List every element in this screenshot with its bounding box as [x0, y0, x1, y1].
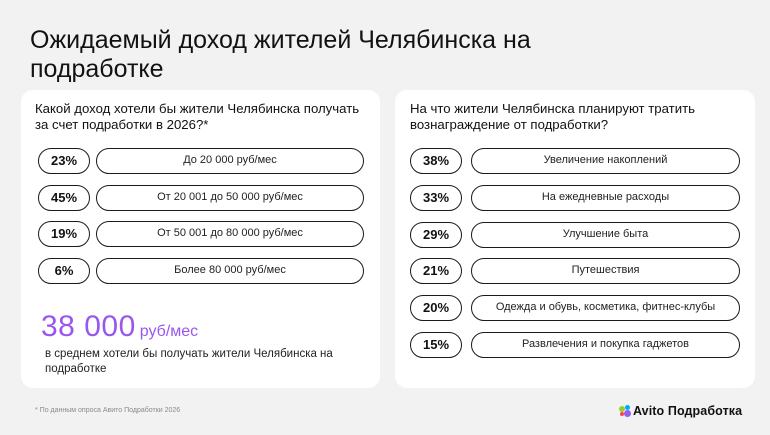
percent-value: 45%	[38, 184, 90, 211]
category-label: Увеличение накоплений	[471, 148, 740, 174]
average-income-caption: в среднем хотели бы получать жители Челя…	[45, 348, 333, 375]
income-card: Какой доход хотели бы жители Челябинска …	[21, 90, 380, 388]
category-label: Одежда и обувь, косметика, фитнес-клубы	[471, 295, 740, 322]
table-row: 20% Одежда и обувь, косметика, фитнес-клу…	[410, 295, 740, 322]
spending-card: На что жители Челябинска планируют трати…	[395, 90, 755, 388]
average-income-unit: руб/мес	[139, 323, 199, 340]
table-row: 15% Развлечения и покупка гаджетов	[410, 332, 740, 358]
avito-logo-icon	[619, 405, 631, 417]
category-label: Улучшение быта	[471, 221, 740, 248]
percent-value: 33%	[410, 184, 462, 211]
percent-value: 29%	[410, 221, 462, 248]
table-row: 45% От 20 001 до 50 000 руб/мес	[38, 184, 364, 211]
category-label: До 20 000 руб/мес	[96, 148, 364, 174]
percent-value: 6%	[38, 258, 90, 285]
category-label: На ежедневные расходы	[471, 184, 740, 211]
percent-value: 20%	[410, 295, 462, 322]
category-label: Путешествия	[471, 258, 740, 285]
table-row: 38% Увеличение накоплений	[410, 148, 740, 174]
percent-value: 21%	[410, 258, 462, 285]
percent-value: 23%	[38, 148, 90, 174]
percent-value: 15%	[410, 332, 462, 358]
percent-value: 38%	[410, 148, 462, 174]
average-income: 38 000 руб/мес	[41, 310, 198, 344]
category-label: От 20 001 до 50 000 руб/мес	[96, 184, 364, 211]
category-label: Развлечения и покупка гаджетов	[471, 332, 740, 358]
category-label: От 50 001 до 80 000 руб/мес	[96, 221, 364, 248]
table-row: 21% Путешествия	[410, 258, 740, 285]
income-question: Какой доход хотели бы жители Челябинска …	[35, 101, 360, 132]
table-row: 29% Улучшение быта	[410, 221, 740, 248]
average-income-value: 38 000	[41, 310, 136, 343]
table-row: 19% От 50 001 до 80 000 руб/мес	[38, 221, 364, 248]
table-row: 6% Более 80 000 руб/мес	[38, 258, 364, 285]
brand-logo: Avito Подработка	[619, 403, 742, 419]
footnote: * По данным опроса Авито Подработки 2026	[35, 407, 181, 414]
spending-question: На что жители Челябинска планируют трати…	[410, 101, 695, 132]
percent-value: 19%	[38, 221, 90, 248]
page-title: Ожидаемый доход жителей Челябинска на по…	[30, 26, 531, 83]
category-label: Более 80 000 руб/мес	[96, 258, 364, 285]
table-row: 33% На ежедневные расходы	[410, 184, 740, 211]
brand-name: Avito Подработка	[633, 404, 743, 418]
table-row: 23% До 20 000 руб/мес	[38, 148, 364, 174]
